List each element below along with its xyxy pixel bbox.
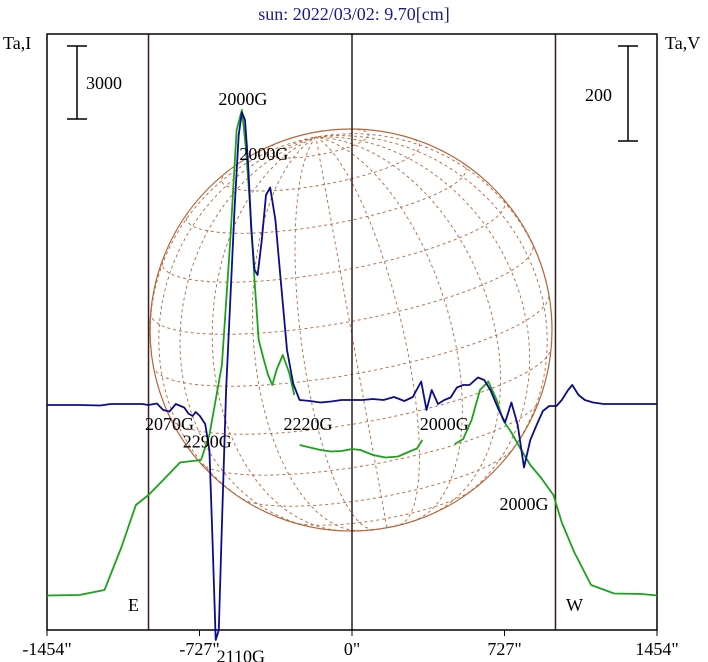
longitude-line (149, 136, 316, 367)
left-axis-label: Ta,I (3, 33, 31, 53)
limb-lines (147, 34, 557, 630)
polarization-series-line-4 (47, 111, 657, 641)
field-annotation-7: 2000G (500, 494, 549, 514)
field-annotation-4: 2290G (183, 432, 232, 452)
latitude-line (200, 401, 540, 476)
series-layer (46, 109, 658, 641)
longitude-line (315, 136, 388, 528)
right-axis-label: Ta,V (665, 33, 700, 53)
right-scale-value: 200 (585, 85, 612, 105)
longitude-line (315, 136, 463, 522)
longitude-line (294, 136, 374, 531)
x-tick-label: 0" (344, 639, 360, 659)
field-annotation-2: 2000G (239, 144, 288, 164)
intensity-series-line-1 (46, 109, 296, 597)
longitude-line (211, 136, 343, 532)
solar-disk (149, 128, 553, 532)
left-scale-value: 3000 (86, 73, 122, 93)
east-limb-label: E (128, 595, 139, 615)
left-scale-bar: 3000 (67, 45, 122, 120)
field-annotation-5: 2220G (283, 414, 332, 434)
latitude-line (150, 243, 534, 335)
latitude-line (185, 161, 467, 234)
longitude-line (315, 136, 420, 526)
latitude-line (161, 198, 506, 283)
intensity-series-line-2 (299, 439, 424, 459)
west-limb-label: W (566, 595, 583, 615)
latitude-line (221, 137, 420, 192)
x-tick-label: 1454" (635, 639, 678, 659)
x-axis-ticks: -1454" -727" 0" 727" 1454" (22, 630, 679, 659)
field-annotation-3: 2070G (145, 414, 194, 434)
right-scale-bar: 200 (585, 45, 638, 142)
intensity-series-line-3 (454, 380, 658, 597)
solar-disk-grid (149, 128, 552, 532)
x-tick-label: 727" (487, 639, 521, 659)
x-tick-label: -727" (179, 639, 219, 659)
field-annotation-6: 2000G (420, 414, 469, 434)
longitude-line (315, 133, 550, 295)
latitude-line (292, 489, 474, 526)
field-annotation-1: 2000G (218, 89, 267, 109)
longitude-line (179, 136, 317, 527)
x-tick-label: -1454" (22, 639, 71, 659)
longitude-line (252, 136, 362, 532)
chart-title: sun: 2022/03/02: 9.70[cm] (258, 4, 450, 24)
field-annotation-8: 2110G (217, 647, 265, 662)
longitude-line (315, 136, 501, 516)
longitude-line (315, 136, 531, 498)
latitude-line (241, 449, 513, 507)
latitude-line (358, 520, 415, 532)
